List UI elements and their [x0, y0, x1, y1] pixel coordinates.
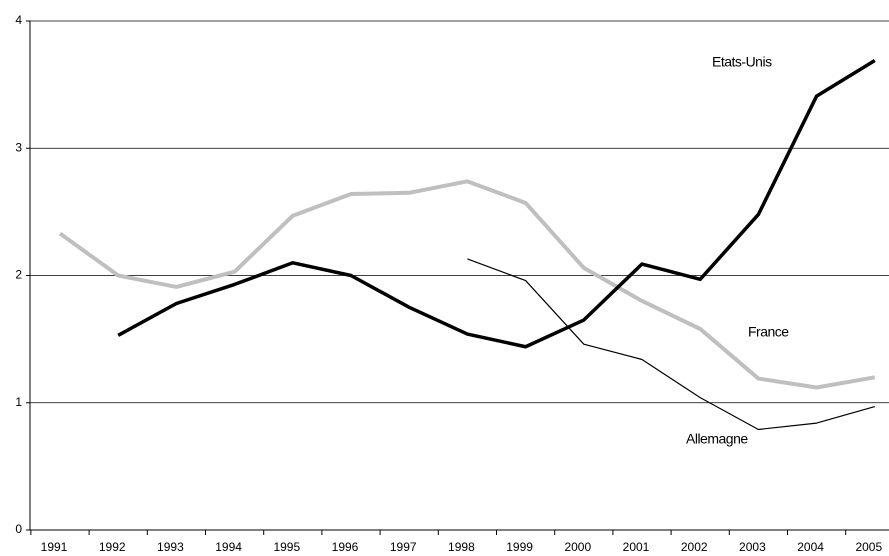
x-tick-label: 1991: [41, 540, 68, 554]
x-tick-label: 1993: [157, 540, 184, 554]
line-series: [58, 179, 876, 390]
x-tick-label: 2004: [797, 540, 824, 554]
x-tick-label: 2001: [623, 540, 650, 554]
x-tick-label: 1998: [448, 540, 475, 554]
series-label: Etats-Unis: [712, 54, 772, 70]
x-tick-label: 2005: [855, 540, 882, 554]
x-tick-label: 1996: [332, 540, 359, 554]
line-series: [467, 258, 875, 431]
y-tick-label: 4: [15, 13, 22, 27]
y-tick-label: 0: [15, 522, 22, 536]
x-tick-label: 2000: [564, 540, 591, 554]
y-tick-label: 3: [15, 140, 22, 154]
series-label: Allemagne: [686, 431, 748, 447]
y-tick-label: 2: [15, 268, 22, 282]
x-tick-label: 1992: [99, 540, 126, 554]
x-tick-label: 2002: [681, 540, 708, 554]
line-series: [117, 58, 876, 349]
x-tick-label: 1994: [215, 540, 242, 554]
x-tick-label: 2003: [739, 540, 766, 554]
x-tick-label: 1997: [390, 540, 417, 554]
x-tick-label: 1995: [273, 540, 300, 554]
y-tick-label: 1: [15, 395, 22, 409]
series-label: France: [748, 324, 789, 340]
x-tick-label: 1999: [506, 540, 533, 554]
